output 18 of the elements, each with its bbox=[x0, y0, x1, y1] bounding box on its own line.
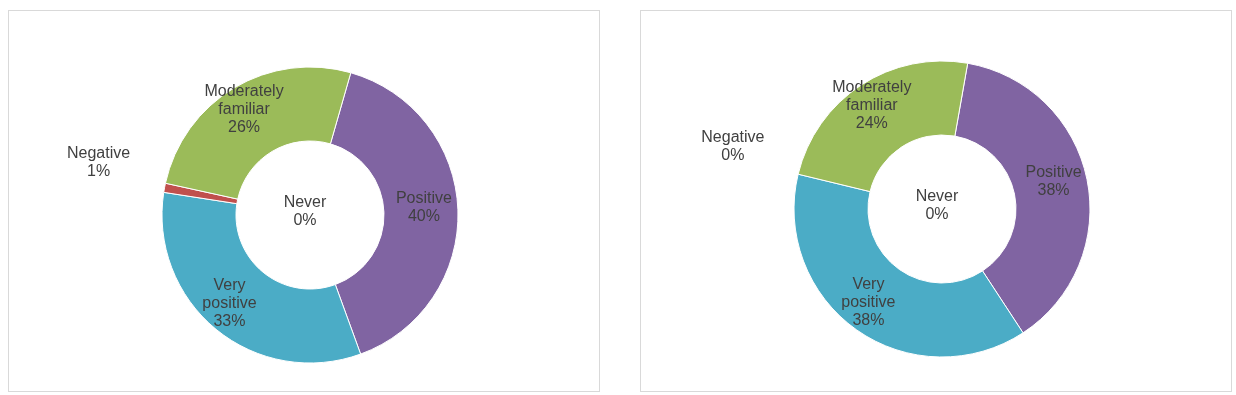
data-label: 33% bbox=[213, 311, 246, 329]
slice-label: Positive bbox=[1025, 162, 1082, 180]
slice-label: Negative bbox=[67, 143, 131, 161]
slice-label: Very positive bbox=[841, 274, 896, 310]
text: 0% bbox=[925, 204, 949, 222]
slice-label: Positive bbox=[395, 188, 453, 206]
data-label: 26% bbox=[228, 117, 261, 135]
data-label: 38% bbox=[852, 310, 885, 328]
slice-label: Very positive bbox=[202, 275, 257, 311]
category-label: Never bbox=[283, 192, 327, 210]
data-label: 1% bbox=[87, 161, 111, 179]
category-label: Never bbox=[915, 186, 959, 204]
text: 0% bbox=[293, 210, 317, 228]
category-label: Negative bbox=[701, 127, 765, 145]
data-label: 38% bbox=[1037, 180, 1070, 198]
text: 0% bbox=[721, 145, 745, 163]
data-label: 40% bbox=[407, 206, 440, 224]
data-label: 24% bbox=[855, 113, 888, 131]
